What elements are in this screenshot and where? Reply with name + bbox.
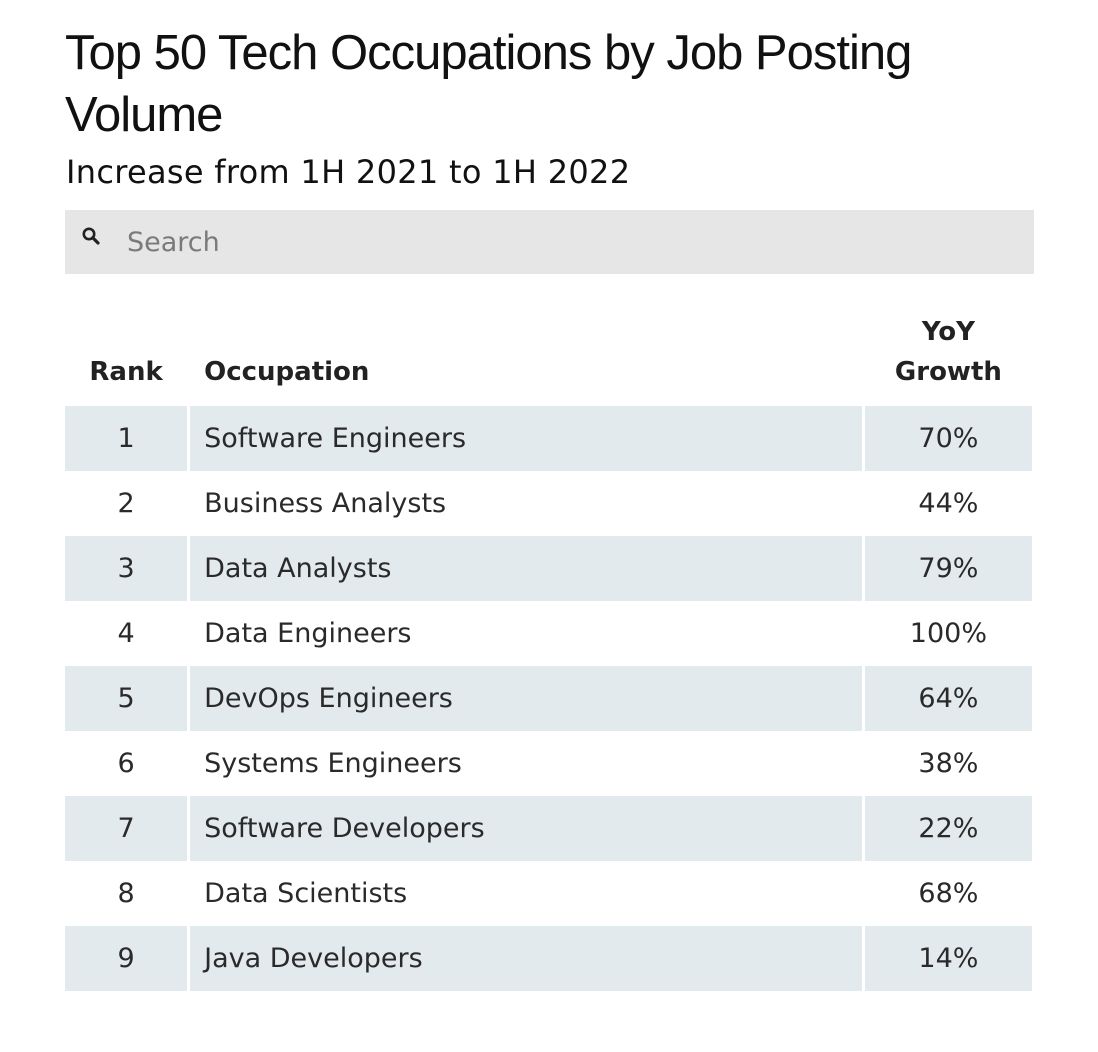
yoy-growth-cell: 64%: [864, 666, 1032, 731]
table-row: 1 Software Engineers 70%: [65, 406, 1032, 471]
occupation-cell: Software Engineers: [190, 406, 862, 471]
column-header-yoy-growth-text: YoY Growth: [894, 317, 1002, 387]
table-row: 9 Java Developers 14%: [65, 926, 1032, 991]
yoy-growth-cell: 38%: [918, 748, 979, 779]
search-icon: [82, 227, 100, 245]
occupation-cell: Systems Engineers: [204, 748, 462, 779]
rank-cell: 7: [65, 796, 188, 861]
rank-cell: 6: [117, 748, 135, 779]
yoy-growth-cell: 79%: [864, 536, 1032, 601]
table-header-row: Rank Occupation YoY Growth: [65, 312, 1032, 406]
rank-cell: 1: [65, 406, 188, 471]
occupation-cell: DevOps Engineers: [190, 666, 862, 731]
column-header-rank[interactable]: Rank: [89, 357, 163, 387]
page-subtitle: Increase from 1H 2021 to 1H 2022: [66, 153, 631, 191]
yoy-growth-cell: 22%: [864, 796, 1032, 861]
occupation-cell: Software Developers: [190, 796, 862, 861]
table-row: 3 Data Analysts 79%: [65, 536, 1032, 601]
rank-cell: 5: [65, 666, 188, 731]
table-row: 6 Systems Engineers 38%: [65, 731, 1032, 796]
column-header-occupation[interactable]: Occupation: [204, 357, 370, 387]
yoy-growth-cell: 14%: [864, 926, 1032, 991]
yoy-growth-cell: 70%: [864, 406, 1032, 471]
rank-cell: 9: [65, 926, 188, 991]
table-body: 1 Software Engineers 70% 2 Business Analysts…: [65, 406, 1032, 991]
table-row: 5 DevOps Engineers 64%: [65, 666, 1032, 731]
table-row: 8 Data Scientists 68%: [65, 861, 1032, 926]
data-table: Rank Occupation YoY Growth 1 Software Eng…: [62, 312, 1035, 991]
rank-cell: 4: [117, 618, 135, 649]
occupation-cell: Business Analysts: [204, 488, 447, 519]
table-row: 2 Business Analysts 44%: [65, 471, 1032, 536]
column-header-yoy-growth[interactable]: YoY Growth: [865, 312, 1032, 406]
occupation-cell: Java Developers: [190, 926, 862, 991]
search-input[interactable]: [127, 210, 1007, 274]
table-row: 7 Software Developers 22%: [65, 796, 1032, 861]
occupation-cell: Data Scientists: [204, 878, 408, 909]
chart-container: Top 50 Tech Occupations by Job Posting V…: [65, 22, 1034, 991]
occupation-cell: Data Analysts: [190, 536, 862, 601]
table-row: 4 Data Engineers 100%: [65, 601, 1032, 666]
rank-cell: 2: [117, 488, 135, 519]
yoy-growth-cell: 100%: [909, 618, 987, 649]
yoy-growth-cell: 68%: [918, 878, 979, 909]
rank-cell: 8: [117, 878, 135, 909]
yoy-growth-cell: 44%: [918, 488, 979, 519]
occupation-cell: Data Engineers: [204, 618, 412, 649]
search-bar[interactable]: [65, 210, 1034, 274]
rank-cell: 3: [65, 536, 188, 601]
page-title: Top 50 Tech Occupations by Job Posting V…: [65, 26, 912, 142]
